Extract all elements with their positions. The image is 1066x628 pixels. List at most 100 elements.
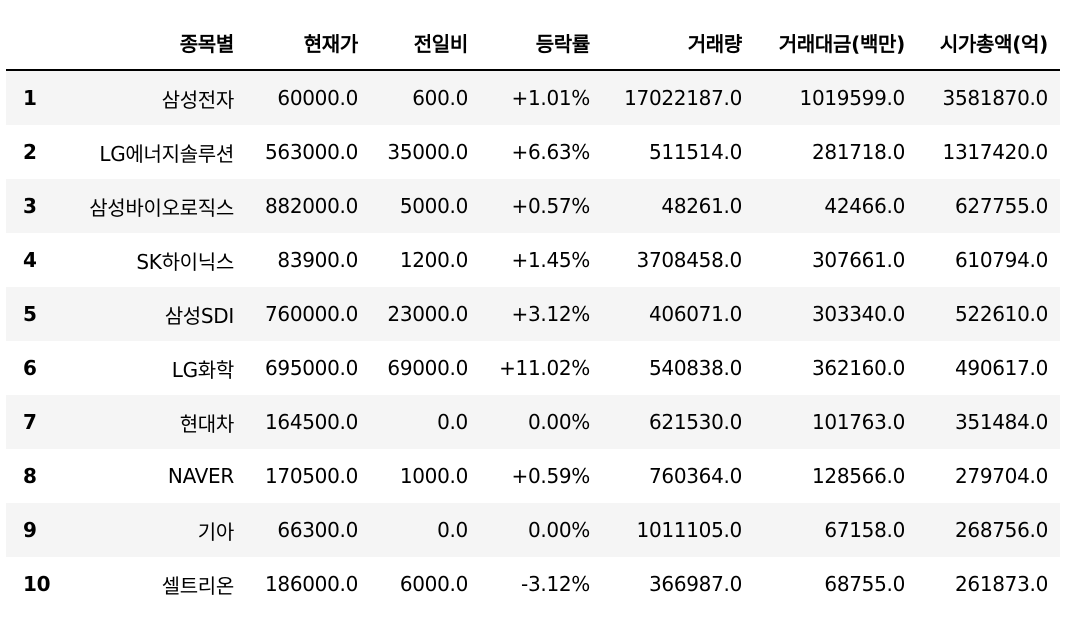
cell-price: 66300.0 xyxy=(277,518,358,542)
cell-rate: +6.63% xyxy=(511,140,591,164)
cell-price: 60000.0 xyxy=(277,86,358,110)
cell-price: 186000.0 xyxy=(264,572,358,596)
cell-name: 삼성전자 xyxy=(161,87,235,112)
cell-name: LG화학 xyxy=(171,357,235,382)
cell-rate: +1.01% xyxy=(511,86,591,110)
cell-volume: 17022187.0 xyxy=(624,86,742,110)
cell-rate: +0.59% xyxy=(511,464,591,488)
row-index: 6 xyxy=(23,356,37,380)
row-index: 5 xyxy=(23,302,37,326)
cell-diff: 0.0 xyxy=(437,410,468,434)
column-header-market-cap: 시가총액(억) xyxy=(917,15,1060,71)
row-index: 2 xyxy=(23,140,37,164)
cell-market-cap: 268756.0 xyxy=(954,518,1048,542)
cell-volume: 3708458.0 xyxy=(636,248,743,272)
cell-name: LG에너지솔루션 xyxy=(99,141,234,166)
table-row: 3 삼성바이오로직스 882000.0 5000.0 +0.57% 48261.… xyxy=(6,179,1060,233)
cell-name: 기아 xyxy=(197,519,235,544)
row-index: 3 xyxy=(23,194,37,218)
cell-volume: 760364.0 xyxy=(648,464,742,488)
cell-diff: 35000.0 xyxy=(387,140,468,164)
cell-name: 현대차 xyxy=(179,411,235,436)
cell-amount: 307661.0 xyxy=(811,248,905,272)
table-row: 7 현대차 164500.0 0.0 0.00% 621530.0 101763… xyxy=(6,395,1060,449)
column-header-rate: 등락률 xyxy=(480,15,602,71)
cell-rate: 0.00% xyxy=(527,518,590,542)
dataframe-table-container: 종목별 현재가 전일비 등락률 거래량 거래대금(백만) 시가총액(억) 1 삼… xyxy=(6,15,1060,611)
cell-rate: +3.12% xyxy=(511,302,591,326)
cell-name: 삼성SDI xyxy=(164,303,235,328)
table-row: 8 NAVER 170500.0 1000.0 +0.59% 760364.0 … xyxy=(6,449,1060,503)
cell-volume: 621530.0 xyxy=(648,410,742,434)
cell-market-cap: 610794.0 xyxy=(954,248,1048,272)
cell-diff: 69000.0 xyxy=(387,356,468,380)
cell-price: 563000.0 xyxy=(264,140,358,164)
cell-market-cap: 522610.0 xyxy=(954,302,1048,326)
cell-diff: 0.0 xyxy=(437,518,468,542)
cell-market-cap: 490617.0 xyxy=(954,356,1048,380)
cell-market-cap: 1317420.0 xyxy=(942,140,1049,164)
table-row: 2 LG에너지솔루션 563000.0 35000.0 +6.63% 51151… xyxy=(6,125,1060,179)
row-index: 10 xyxy=(23,572,51,596)
cell-price: 882000.0 xyxy=(264,194,358,218)
column-header-volume: 거래량 xyxy=(602,15,754,71)
cell-volume: 1011105.0 xyxy=(636,518,743,542)
row-index: 8 xyxy=(23,464,37,488)
cell-diff: 6000.0 xyxy=(399,572,468,596)
table-row: 6 LG화학 695000.0 69000.0 +11.02% 540838.0… xyxy=(6,341,1060,395)
row-index: 1 xyxy=(23,86,37,110)
cell-name: NAVER xyxy=(167,464,234,488)
cell-diff: 5000.0 xyxy=(399,194,468,218)
cell-market-cap: 351484.0 xyxy=(954,410,1048,434)
cell-name: 셀트리온 xyxy=(161,573,235,598)
cell-amount: 128566.0 xyxy=(811,464,905,488)
row-index: 4 xyxy=(23,248,37,272)
cell-rate: 0.00% xyxy=(527,410,590,434)
cell-amount: 281718.0 xyxy=(811,140,905,164)
table-row: 10 셀트리온 186000.0 6000.0 -3.12% 366987.0 … xyxy=(6,557,1060,611)
cell-amount: 67158.0 xyxy=(824,518,905,542)
cell-volume: 406071.0 xyxy=(648,302,742,326)
cell-diff: 23000.0 xyxy=(387,302,468,326)
cell-diff: 1000.0 xyxy=(399,464,468,488)
cell-market-cap: 279704.0 xyxy=(954,464,1048,488)
cell-price: 83900.0 xyxy=(277,248,358,272)
stock-dataframe-table: 종목별 현재가 전일비 등락률 거래량 거래대금(백만) 시가총액(억) 1 삼… xyxy=(6,15,1060,611)
cell-price: 760000.0 xyxy=(264,302,358,326)
cell-name: 삼성바이오로직스 xyxy=(89,195,234,220)
cell-rate: -3.12% xyxy=(521,572,590,596)
cell-amount: 362160.0 xyxy=(811,356,905,380)
column-header-amount: 거래대금(백만) xyxy=(754,15,917,71)
cell-diff: 1200.0 xyxy=(399,248,468,272)
row-index: 7 xyxy=(23,410,37,434)
table-body: 1 삼성전자 60000.0 600.0 +1.01% 17022187.0 1… xyxy=(6,70,1060,611)
cell-amount: 303340.0 xyxy=(811,302,905,326)
cell-market-cap: 261873.0 xyxy=(954,572,1048,596)
cell-amount: 101763.0 xyxy=(811,410,905,434)
cell-rate: +11.02% xyxy=(499,356,590,380)
cell-market-cap: 627755.0 xyxy=(954,194,1048,218)
cell-volume: 540838.0 xyxy=(648,356,742,380)
cell-volume: 48261.0 xyxy=(661,194,742,218)
column-header-price: 현재가 xyxy=(246,15,370,71)
table-header: 종목별 현재가 전일비 등락률 거래량 거래대금(백만) 시가총액(억) xyxy=(6,15,1060,71)
cell-volume: 366987.0 xyxy=(648,572,742,596)
index-header xyxy=(6,15,56,71)
cell-market-cap: 3581870.0 xyxy=(942,86,1049,110)
cell-price: 695000.0 xyxy=(264,356,358,380)
table-row: 4 SK하이닉스 83900.0 1200.0 +1.45% 3708458.0… xyxy=(6,233,1060,287)
cell-amount: 68755.0 xyxy=(824,572,905,596)
cell-diff: 600.0 xyxy=(412,86,468,110)
cell-rate: +0.57% xyxy=(511,194,591,218)
table-row: 5 삼성SDI 760000.0 23000.0 +3.12% 406071.0… xyxy=(6,287,1060,341)
header-row: 종목별 현재가 전일비 등락률 거래량 거래대금(백만) 시가총액(억) xyxy=(6,15,1060,71)
table-row: 1 삼성전자 60000.0 600.0 +1.01% 17022187.0 1… xyxy=(6,70,1060,125)
cell-volume: 511514.0 xyxy=(648,140,742,164)
cell-price: 164500.0 xyxy=(264,410,358,434)
cell-price: 170500.0 xyxy=(264,464,358,488)
cell-amount: 1019599.0 xyxy=(799,86,906,110)
cell-amount: 42466.0 xyxy=(824,194,905,218)
row-index: 9 xyxy=(23,518,37,542)
cell-name: SK하이닉스 xyxy=(136,249,234,274)
cell-rate: +1.45% xyxy=(511,248,591,272)
